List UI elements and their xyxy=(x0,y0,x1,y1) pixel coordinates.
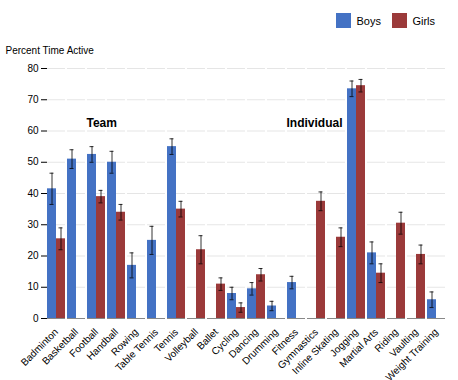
svg-text:10: 10 xyxy=(27,281,39,292)
svg-text:Tennis: Tennis xyxy=(152,325,181,354)
svg-text:20: 20 xyxy=(27,250,39,261)
svg-text:60: 60 xyxy=(27,125,39,136)
html-text:Girls: Girls xyxy=(412,14,435,27)
svg-text:Percent Time Active: Percent Time Active xyxy=(6,44,95,55)
svg-text:Weight Training: Weight Training xyxy=(383,326,440,380)
svg-text:Martial Arts: Martial Arts xyxy=(337,325,381,369)
html-text:Boys: Boys xyxy=(356,14,381,27)
svg-text:Gymnastics: Gymnastics xyxy=(275,325,321,371)
svg-text:Team: Team xyxy=(86,116,116,130)
svg-text:Inline Skating: Inline Skating xyxy=(289,325,341,376)
svg-text:40: 40 xyxy=(27,187,39,198)
svg-text:Handball: Handball xyxy=(84,325,121,362)
svg-text:Individual: Individual xyxy=(286,116,342,130)
svg-text:Badminton: Badminton xyxy=(18,325,61,368)
svg-text:Basketball: Basketball xyxy=(39,325,81,367)
svg-text:Ballet: Ballet xyxy=(194,325,221,352)
svg-text:Jogging: Jogging xyxy=(327,325,361,359)
svg-text:Drumming: Drumming xyxy=(239,325,281,367)
svg-text:Cycling: Cycling xyxy=(209,325,241,357)
svg-text:80: 80 xyxy=(27,62,39,73)
svg-text:Volleyball: Volleyball xyxy=(162,325,201,364)
svg-text:Football: Football xyxy=(67,325,101,359)
svg-text:0: 0 xyxy=(33,312,39,323)
svg-text:Riding: Riding xyxy=(372,325,401,354)
svg-text:Fitness: Fitness xyxy=(269,325,301,357)
svg-text:70: 70 xyxy=(27,93,39,104)
svg-text:30: 30 xyxy=(27,218,39,229)
svg-text:Rowing: Rowing xyxy=(108,325,141,358)
svg-text:50: 50 xyxy=(27,156,39,167)
svg-text:Table Tennis: Table Tennis xyxy=(113,326,160,373)
svg-text:Vaulting: Vaulting xyxy=(387,325,421,359)
svg-text:Dancing: Dancing xyxy=(226,325,261,360)
